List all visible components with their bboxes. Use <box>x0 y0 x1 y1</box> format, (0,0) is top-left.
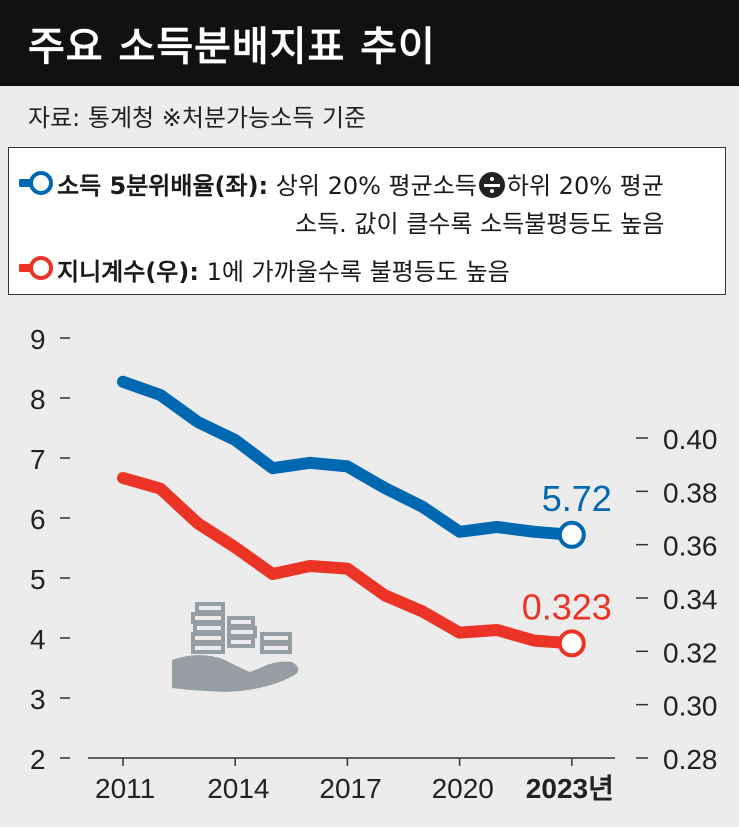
left-tick-label: 6 <box>30 504 46 535</box>
series-line-gini <box>117 471 578 650</box>
x-tick-label: 2020 <box>432 773 494 804</box>
left-tick-label: 7 <box>30 444 46 475</box>
left-tick-label: 5 <box>30 564 46 595</box>
left-tick-label: 8 <box>30 384 46 415</box>
legend: 소득 5분위배율(좌): 상위 20% 평균소득 하위 20% 평균 소득. 값이… <box>8 147 726 295</box>
legend-series2-desc: 1에 가까울수록 불평등도 높음 <box>206 258 510 286</box>
left-tick-label: 2 <box>30 744 46 775</box>
title-bar: 주요 소득분배지표 추이 <box>0 0 739 86</box>
end-value-label: 0.323 <box>522 586 612 627</box>
right-tick-label: 0.32 <box>663 637 718 668</box>
end-point-marker <box>557 629 586 658</box>
legend-series1: 소득 5분위배율(좌): 상위 20% 평균소득 하위 20% 평균 <box>57 166 664 201</box>
right-tick-label: 0.38 <box>663 477 718 508</box>
right-tick-label: 0.34 <box>663 584 718 615</box>
left-tick-label: 4 <box>30 624 46 655</box>
end-value-label: 5.72 <box>542 478 612 519</box>
money-hand-icon <box>172 602 299 692</box>
legend-series2: 지니계수(우): 1에 가까울수록 불평등도 높음 <box>57 252 510 287</box>
left-tick-label: 3 <box>30 684 46 715</box>
legend-series1-key: 소득 5분위배율(좌): <box>57 172 269 200</box>
left-tick-label: 9 <box>30 324 46 355</box>
x-tick-label: 2023년 <box>526 773 614 804</box>
right-tick-label: 0.30 <box>663 691 718 722</box>
x-tick-label: 2011 <box>95 773 155 804</box>
legend-series1-desc-c: 소득. 값이 클수록 소득불평등도 높음 <box>295 210 665 238</box>
x-tick-label: 2014 <box>207 773 269 804</box>
blue-marker-icon <box>19 171 53 195</box>
legend-series2-key: 지니계수(우): <box>57 258 199 286</box>
end-point-marker <box>557 520 586 549</box>
divide-icon <box>478 172 505 198</box>
source-note: 자료: 통계청 ※처분가능소득 기준 <box>28 104 367 132</box>
right-tick-label: 0.40 <box>663 424 718 455</box>
legend-series1-desc-b: 하위 20% 평균 <box>506 172 664 200</box>
line-chart: 9 8 7 6 5 4 3 2 0.40 0.38 0.36 0.34 0.32 0.30 0.28 2011… <box>30 324 718 804</box>
legend-series1-desc: 상위 20% 평균소득 <box>275 172 477 200</box>
right-tick-label: 0.28 <box>663 744 718 775</box>
chart-title: 주요 소득분배지표 추이 <box>28 24 436 70</box>
red-marker-icon <box>19 256 53 280</box>
x-tick-label: 2017 <box>319 773 381 804</box>
right-tick-label: 0.36 <box>663 531 718 562</box>
series-line-quintile-ratio <box>117 375 578 541</box>
